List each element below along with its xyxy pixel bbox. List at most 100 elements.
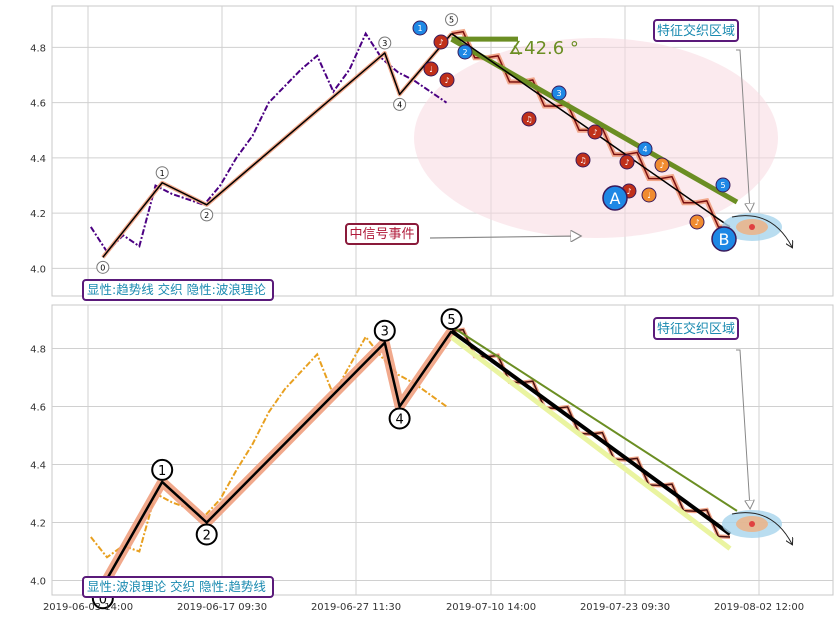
wave-point-label: 3 [381, 325, 389, 340]
sub-wave-marker [551, 85, 567, 101]
wave-point-label: 5 [449, 16, 454, 25]
wave-point-label: 3 [382, 39, 387, 48]
lower-trend-halo [450, 335, 732, 551]
y-tick-label: 4.0 [30, 264, 46, 275]
marker-A-label: A [610, 189, 621, 208]
wave-point-marker [200, 208, 214, 222]
sub-wave-label: 3 [556, 89, 561, 98]
sub-wave-marker [433, 34, 449, 50]
wave-point-marker [440, 308, 463, 331]
sub-wave-label: ♪ [444, 76, 449, 85]
upper-trendline [455, 328, 738, 512]
sub-wave-label: ♫ [579, 156, 586, 165]
trend-lines [450, 33, 739, 551]
sub-wave-marker [715, 177, 731, 193]
sub-wave-marker [641, 187, 657, 203]
wave-line [101, 330, 453, 587]
axis-ticks: 4.0 4.2 4.4 4.6 4.8 4.0 4.2 4.4 4.6 4.8 2019-06-03… [30, 43, 804, 613]
wave-point-label: 4 [395, 413, 403, 428]
bottom-explicit-badge-text: 显性:波浪理论 交织 隐性:趋势线 [87, 579, 266, 594]
sub-wave-marker [439, 72, 455, 88]
badge-arrow [736, 49, 750, 211]
sub-wave-marker [457, 44, 473, 60]
sub-wave-label: ♩ [429, 65, 433, 74]
wave-point-marker [388, 407, 411, 430]
wave-point-label: 1 [160, 169, 165, 178]
y-tick-label: 4.2 [30, 519, 46, 530]
wave-line [102, 33, 453, 258]
sub-wave-label: 5 [720, 181, 725, 190]
trend-angle-label: ∡42.6 ° [508, 38, 579, 59]
sub-wave-marker [412, 20, 428, 36]
marker-A [602, 185, 628, 211]
y-tick-label: 4.4 [30, 461, 46, 472]
sub-wave-label: ♪ [624, 158, 629, 167]
sub-wave-label: ♪ [694, 218, 699, 227]
projection-curve [731, 512, 792, 544]
badge-arrow [736, 349, 750, 508]
wave-point-marker [373, 319, 396, 342]
wave-point-marker [393, 97, 407, 111]
y-tick-label: 4.8 [30, 43, 46, 54]
wave-point-marker [195, 523, 218, 546]
sub-wave-label: 2 [462, 48, 467, 57]
x-tick-label: 2019-07-10 14:00 [446, 602, 536, 613]
x-tick-label: 2019-07-23 09:30 [580, 602, 670, 613]
x-tick-label: 2019-06-03 14:00 [43, 602, 133, 613]
target-dot [749, 521, 755, 527]
target-dot [749, 224, 755, 230]
wave-point-marker [151, 458, 174, 481]
sub-wave-label: ♪ [438, 38, 443, 47]
x-tick-label: 2019-06-27 11:30 [311, 602, 401, 613]
wave-point-marker [155, 166, 169, 180]
sub-wave-marker [619, 154, 635, 170]
top-explicit-badge: 显性:趋势线 交织 隐性:波浪理论 [82, 279, 274, 301]
y-tick-label: 4.0 [30, 577, 46, 588]
bottom-explicit-badge: 显性:波浪理论 交织 隐性:趋势线 [82, 576, 274, 598]
y-tick-label: 4.4 [30, 154, 46, 165]
sub-wave-label: ♪ [592, 128, 597, 137]
top-explicit-badge-text: 显性:趋势线 交织 隐性:波浪理论 [87, 282, 266, 297]
wave-point-marker [378, 36, 392, 50]
wave-point-label: 0 [99, 592, 107, 607]
sub-wave-label: ♪ [659, 161, 664, 170]
bottom-feature-badge: 特征交织区域 [653, 317, 739, 340]
sub-wave-label: ♪ [626, 187, 631, 196]
sub-wave-marker [637, 141, 653, 157]
wave-point-label: 0 [100, 263, 105, 272]
sub-wave-label: 4 [642, 145, 647, 154]
top-feature-badge-text: 特征交织区域 [657, 23, 735, 39]
sub-wave-marker [521, 111, 537, 127]
x-tick-label: 2019-08-02 12:00 [714, 602, 804, 613]
bottom-panel-frame [51, 304, 834, 596]
sub-wave-marker [654, 157, 670, 173]
wave-point-label: 2 [203, 529, 211, 544]
sub-wave-label: 1 [417, 24, 422, 33]
wave-point-label: 4 [397, 100, 402, 109]
y-tick-label: 4.6 [30, 403, 46, 414]
sub-wave-label: ♩ [647, 191, 651, 200]
marker-B-label: B [719, 230, 730, 249]
top-feature-badge: 特征交织区域 [653, 19, 739, 42]
event-badge: 中信号事件 [345, 223, 419, 245]
wave-point-marker [96, 260, 110, 274]
bottom-feature-badge-text: 特征交织区域 [657, 321, 735, 337]
sub-wave-marker [423, 61, 439, 77]
sub-wave-label: ♫ [525, 115, 532, 124]
wave-point-label: 1 [158, 464, 166, 479]
projection-curve [731, 215, 792, 247]
wave-point-marker [445, 13, 459, 27]
y-tick-label: 4.2 [30, 209, 46, 220]
x-tick-label: 2019-06-17 09:30 [177, 602, 267, 613]
event-arrow [429, 236, 580, 238]
wave-markers: 0 1 2 3 4 5 0 1 2 3 4 5 1 ♪ ♩ ♪ 2 3 ♫ ♪ ♫ ♪ ♪ 4 ♪ ♩ ♪ 5 A B [91, 13, 792, 610]
sub-wave-marker [587, 124, 603, 140]
lower-trendline [450, 329, 732, 536]
wave-point-label: 5 [447, 313, 455, 328]
sub-wave-marker [575, 152, 591, 168]
event-badge-text: 中信号事件 [349, 227, 414, 242]
sub-wave-marker [689, 214, 705, 230]
y-tick-label: 4.8 [30, 345, 46, 356]
